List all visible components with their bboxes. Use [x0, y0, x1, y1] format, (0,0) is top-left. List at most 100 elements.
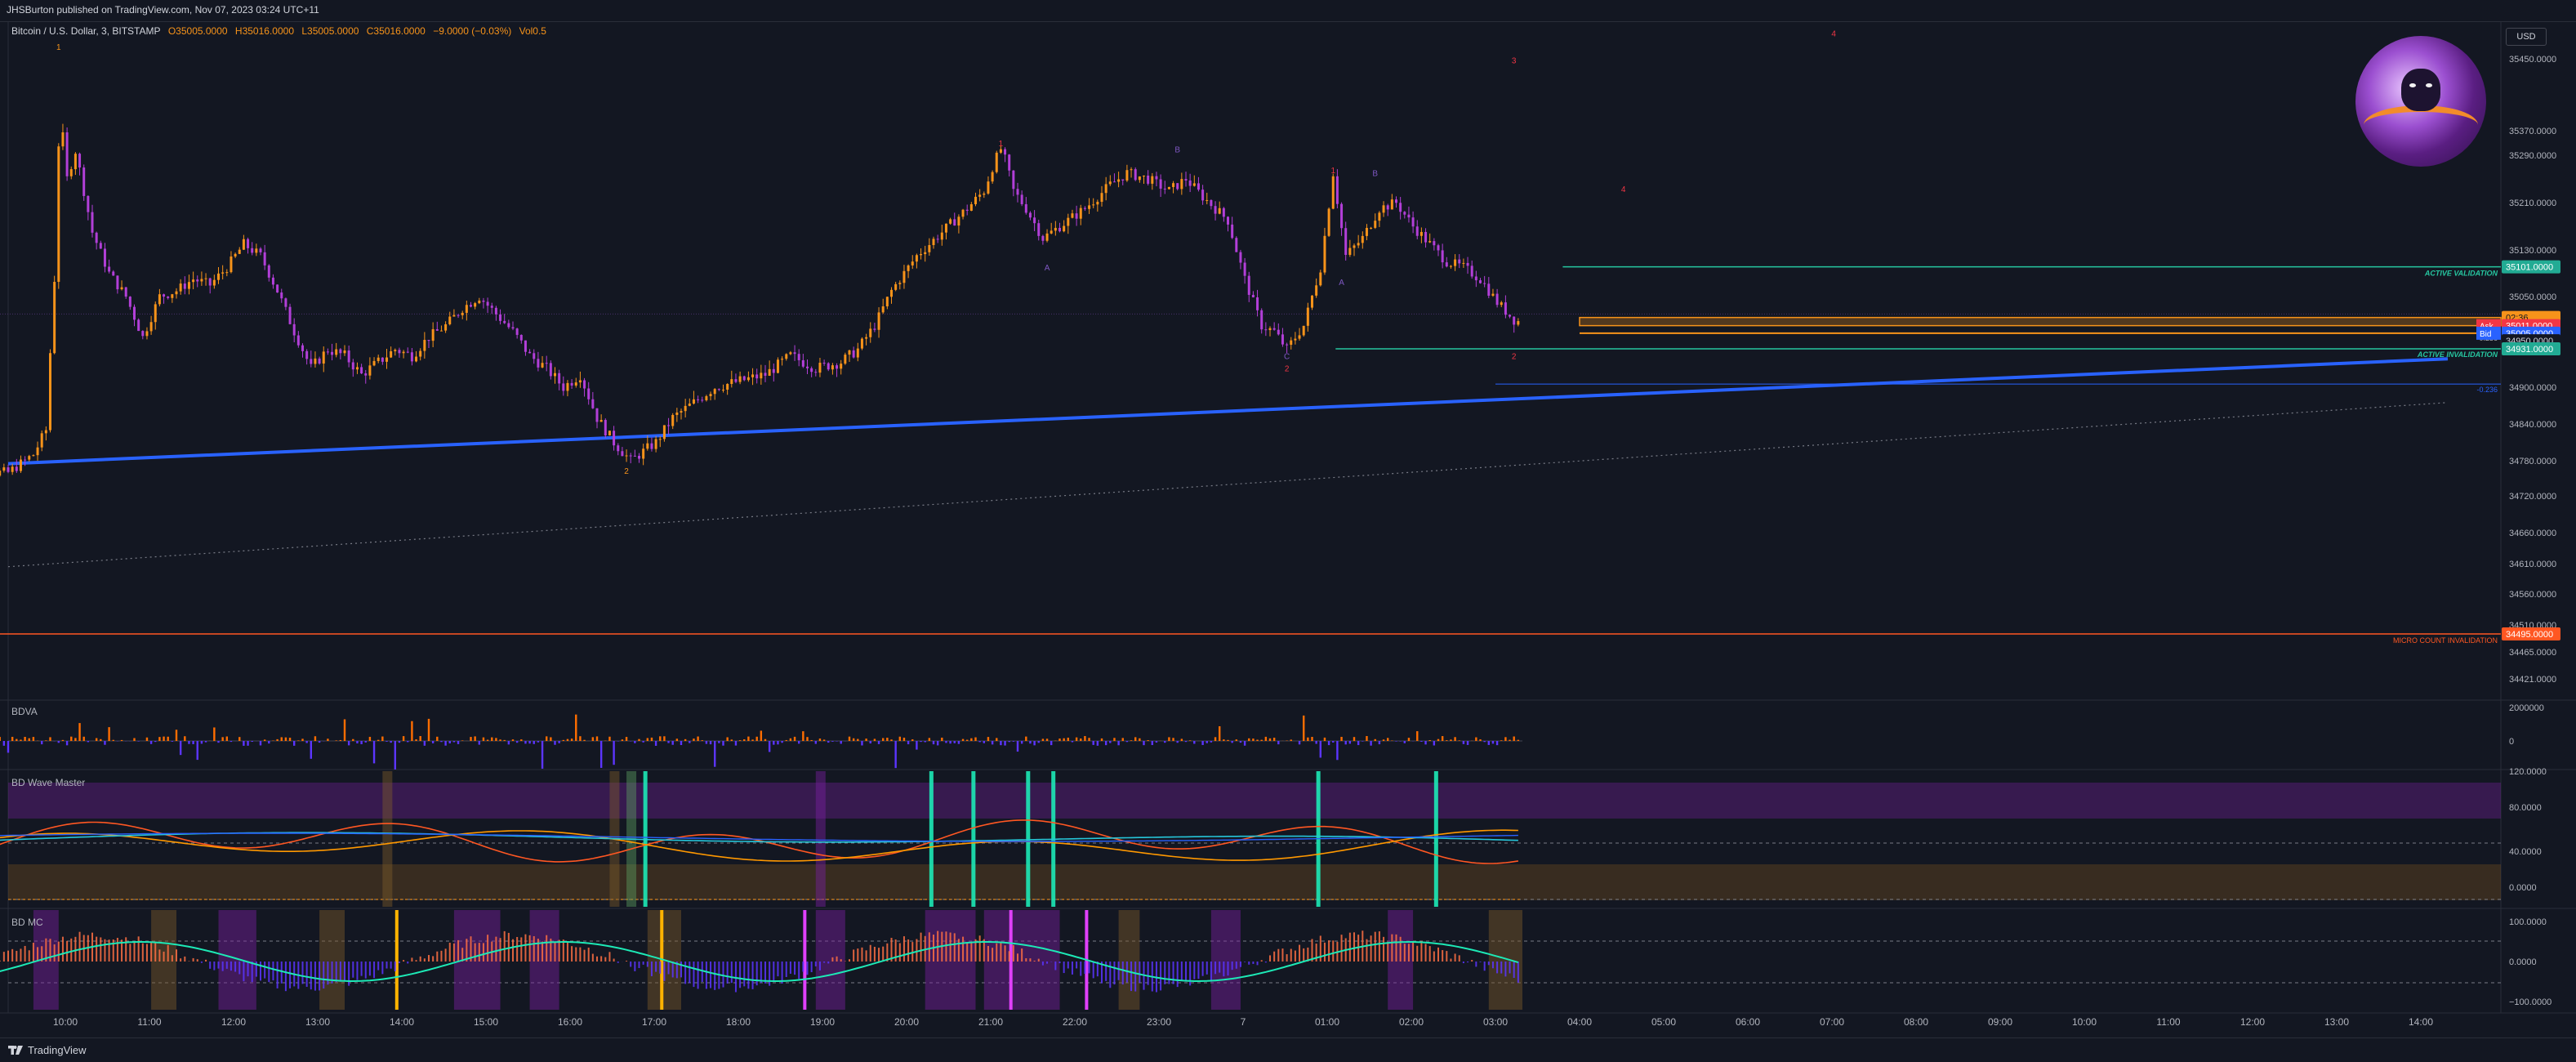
- candle-body: [1362, 236, 1364, 243]
- candle-body: [528, 352, 531, 354]
- bdva-bar: [180, 741, 181, 755]
- bdva-bar: [344, 720, 345, 741]
- candle-body: [49, 353, 51, 430]
- currency-button[interactable]: USD: [2506, 28, 2547, 46]
- bdva-bar: [781, 741, 782, 743]
- mc-hist-bar: [672, 962, 674, 977]
- bdva-bar: [301, 738, 303, 741]
- bdva-bar: [289, 738, 291, 741]
- candle-body: [1264, 329, 1267, 330]
- fib-lower-label: -0.236: [2476, 386, 2498, 394]
- mc-hist-bar: [109, 939, 110, 962]
- bdva-bar: [1097, 741, 1099, 746]
- mc-pane-title[interactable]: BD MC: [11, 917, 43, 928]
- bdva-bar: [663, 736, 665, 741]
- candle-body: [873, 328, 876, 329]
- bdva-pane-title[interactable]: BDVA: [11, 706, 38, 717]
- mc-hist-bar: [760, 962, 762, 983]
- mc-hist-bar: [950, 933, 952, 962]
- mc-hist-bar: [811, 962, 813, 972]
- candle-body: [1395, 199, 1397, 203]
- bdva-bar: [911, 739, 913, 741]
- bdva-bar: [1046, 738, 1048, 741]
- bdva-bar: [428, 719, 430, 741]
- time-axis-label: 02:00: [1399, 1016, 1424, 1028]
- mc-hist-bar: [1210, 962, 1212, 982]
- candle-body: [91, 212, 94, 233]
- candle-body: [1277, 330, 1280, 335]
- candle-body: [1299, 335, 1301, 338]
- candle-body: [125, 288, 127, 297]
- mc-hist-bar: [1063, 962, 1065, 973]
- mc-hist-bar: [1366, 939, 1367, 962]
- bdva-bar: [1240, 741, 1241, 743]
- bdva-bar: [575, 715, 577, 741]
- mc-hist-bar: [537, 939, 539, 962]
- mc-hist-bar: [1017, 953, 1018, 962]
- candle-body: [1155, 176, 1157, 180]
- mc-hist-bar: [226, 962, 228, 969]
- candle-body: [1357, 243, 1360, 245]
- bdva-bar: [1117, 741, 1119, 745]
- candle-body: [1063, 226, 1065, 232]
- mc-hist-bar: [613, 959, 615, 962]
- bdva-bar: [49, 737, 51, 741]
- bdva-bar: [432, 741, 434, 743]
- candle-body: [1252, 295, 1255, 297]
- mc-hist-bar: [555, 942, 556, 962]
- bdva-bar: [1223, 739, 1224, 741]
- bdva-bar: [1383, 739, 1384, 741]
- bdva-bar: [305, 741, 307, 743]
- time-axis-label: 15:00: [474, 1016, 498, 1028]
- candle-body: [1374, 221, 1376, 228]
- mc-zone-band: [219, 910, 256, 1010]
- bdva-bar: [689, 741, 690, 743]
- mc-hist-bar: [285, 962, 287, 991]
- mc-hist-bar: [1228, 962, 1229, 975]
- ohlc-low: L35005.0000: [301, 25, 359, 37]
- candle-body: [693, 399, 695, 404]
- symbol-legend[interactable]: Bitcoin / U.S. Dollar, 3, BITSTAMP O3500…: [11, 25, 551, 37]
- bdva-bar: [11, 737, 13, 741]
- bdva-bar: [319, 741, 320, 743]
- mc-hist-bar: [268, 962, 270, 982]
- candle-body: [264, 252, 266, 266]
- mc-hist-bar: [1286, 954, 1288, 962]
- bdva-bar: [1126, 741, 1128, 742]
- bdva-bar: [1446, 740, 1447, 741]
- mc-hist-bar: [238, 962, 240, 974]
- time-axis-label: 20:00: [894, 1016, 919, 1028]
- price-badge-text: 35101.0000: [2506, 263, 2553, 273]
- bdva-bar: [188, 741, 189, 744]
- candle-body: [474, 303, 476, 306]
- candle-body: [1462, 263, 1464, 264]
- candle-body: [1433, 241, 1435, 245]
- mc-hist-bar: [247, 962, 249, 976]
- bdva-bar: [33, 737, 34, 741]
- bdva-bar: [1219, 726, 1220, 741]
- candle-body: [583, 380, 586, 388]
- mc-hist-bar: [1134, 962, 1136, 992]
- time-axis-label: 04:00: [1567, 1016, 1592, 1028]
- wave-pane-title[interactable]: BD Wave Master: [11, 777, 85, 788]
- candle-body: [655, 439, 657, 448]
- mc-hist-bar: [680, 962, 682, 977]
- candle-body: [1500, 302, 1503, 305]
- candle-body: [978, 194, 981, 197]
- bdva-bar: [1424, 741, 1426, 744]
- bdva-bar: [1181, 738, 1183, 741]
- mc-hist-bar: [878, 948, 880, 962]
- price-tick-label: 34465.0000: [2509, 648, 2556, 658]
- candle-body: [457, 315, 460, 316]
- mc-hist-bar: [29, 950, 30, 962]
- candle-body: [827, 364, 830, 370]
- candle-body: [638, 456, 640, 458]
- candle-body: [1420, 232, 1423, 236]
- mc-hist-bar: [1089, 962, 1090, 973]
- mc-hist-bar: [1105, 962, 1107, 981]
- candle-body: [1012, 171, 1014, 189]
- symbol-name[interactable]: Bitcoin / U.S. Dollar, 3, BITSTAMP: [11, 25, 161, 37]
- candle-body: [1290, 341, 1292, 345]
- mc-hist-bar: [1005, 945, 1006, 962]
